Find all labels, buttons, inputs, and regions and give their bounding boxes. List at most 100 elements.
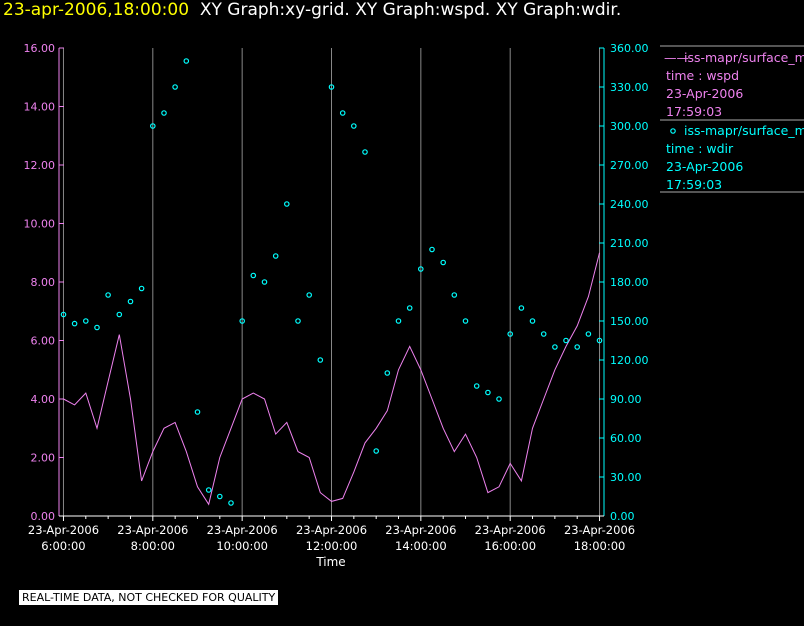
wdir-point xyxy=(540,331,547,337)
wdir-point xyxy=(138,285,145,292)
y-left-tick-label: 14.00 xyxy=(24,101,56,114)
y-right-tick-label: 330.00 xyxy=(610,81,649,94)
wspd-series xyxy=(63,252,600,506)
wdir-point xyxy=(417,266,424,272)
wdir-point xyxy=(94,324,100,331)
y-right-tick-label: 150.00 xyxy=(610,315,649,328)
x-tick-label-date: 23-Apr-2006 xyxy=(564,523,635,537)
wdir-point xyxy=(261,279,268,285)
wdir-point xyxy=(317,357,324,363)
wdir-point xyxy=(183,58,190,64)
wdir-point xyxy=(83,318,89,324)
wdir-point xyxy=(71,320,78,327)
wdir-point xyxy=(462,318,469,324)
wdir-point xyxy=(217,493,223,500)
legend-wspd-name: iss-mapr/surface_m xyxy=(684,50,804,65)
x-tick-label-date: 23-Apr-2006 xyxy=(207,523,278,537)
y-left-tick-label: 16.00 xyxy=(24,42,56,55)
title-graph-list: XY Graph:xy-grid. XY Graph:wspd. XY Grap… xyxy=(199,0,622,20)
wdir-point xyxy=(518,305,525,311)
legend-wdir-marker xyxy=(670,128,676,134)
wdir-point xyxy=(306,292,313,298)
wspd-line xyxy=(63,252,600,506)
wdir-point xyxy=(250,272,257,279)
y-right-tick-label: 240.00 xyxy=(610,198,649,211)
wdir-point xyxy=(585,331,592,337)
wdir-point xyxy=(283,201,290,207)
y-left-tick-label: 6.00 xyxy=(31,335,56,348)
y-right-tick-label: 270.00 xyxy=(610,159,649,172)
x-tick-label-date: 23-Apr-2006 xyxy=(296,523,367,537)
wdir-point xyxy=(350,123,357,129)
x-tick-label-time: 14:00:00 xyxy=(395,539,447,553)
wdir-point xyxy=(172,84,178,90)
y-right-tick-label: 210.00 xyxy=(610,237,649,250)
wdir-point xyxy=(272,253,279,259)
wdir-point xyxy=(194,409,201,415)
wdir-point xyxy=(161,110,167,116)
x-tick-label-date: 23-Apr-2006 xyxy=(28,523,99,537)
legend-wdir-time: 17:59:03 xyxy=(666,177,722,192)
y-right-tick-label: 360.00 xyxy=(610,42,649,55)
wdir-point xyxy=(205,487,212,493)
wdir-point xyxy=(339,110,346,116)
legend-wspd-date: 23-Apr-2006 xyxy=(666,86,743,101)
legend-wdir-var: time : wdir xyxy=(666,141,734,156)
quality-notice: REAL-TIME DATA, NOT CHECKED FOR QUALITY xyxy=(19,590,279,605)
y-right-tick-label: 300.00 xyxy=(610,120,649,133)
y-right-tick-label: 90.00 xyxy=(610,393,642,406)
x-tick-label-date: 23-Apr-2006 xyxy=(385,523,456,537)
wdir-point xyxy=(295,318,301,324)
wdir-point xyxy=(529,318,536,324)
wdir-point xyxy=(552,344,558,350)
y-right-tick-label: 30.00 xyxy=(610,471,642,484)
x-tick-label-time: 8:00:00 xyxy=(131,539,175,553)
wdir-point xyxy=(451,292,458,298)
legend-wspd-time: 17:59:03 xyxy=(666,104,722,119)
wdir-point xyxy=(373,448,380,454)
x-axis-title: Time xyxy=(315,555,345,569)
wdir-series xyxy=(60,58,603,506)
x-tick-label-time: 16:00:00 xyxy=(484,539,536,553)
wdir-point xyxy=(507,331,514,337)
wdir-point xyxy=(362,149,368,155)
x-tick-label-time: 18:00:00 xyxy=(574,539,626,553)
legend-wdir-date: 23-Apr-2006 xyxy=(666,159,743,174)
y-left-tick-label: 10.00 xyxy=(24,218,56,231)
y-left-tick-label: 0.00 xyxy=(31,510,56,523)
x-tick-label-date: 23-Apr-2006 xyxy=(475,523,546,537)
y-left-tick-label: 2.00 xyxy=(31,452,56,465)
x-tick-label-time: 10:00:00 xyxy=(216,539,268,553)
y-left-tick-label: 4.00 xyxy=(31,393,56,406)
wdir-point xyxy=(105,292,111,298)
wdir-point xyxy=(116,311,123,318)
y-left-tick-label: 12.00 xyxy=(24,159,56,172)
wdir-point xyxy=(384,370,391,376)
chart-title: 23-apr-2006,18:00:00 XY Graph:xy-grid. X… xyxy=(3,0,621,20)
y-right-tick-label: 0.00 xyxy=(610,510,635,523)
axes: 0.00 2.00 4.00 6.00 8.00 10.00 12.00 14.00 16.00… xyxy=(24,42,649,553)
wdir-point xyxy=(496,396,502,402)
wdir-point xyxy=(150,123,156,129)
wdir-point xyxy=(485,389,491,396)
wdir-point xyxy=(406,305,413,311)
wdir-point xyxy=(574,344,581,350)
legend-wspd-marker: —— xyxy=(664,50,689,65)
x-tick-label-date: 23-Apr-2006 xyxy=(117,523,188,537)
wdir-point xyxy=(440,259,447,266)
x-tick-label-time: 12:00:00 xyxy=(306,539,358,553)
legend-wspd-var: time : wspd xyxy=(666,68,739,83)
wdir-point xyxy=(395,318,402,324)
wdir-point xyxy=(596,337,603,344)
x-tick-label-time: 6:00:00 xyxy=(41,539,85,553)
wdir-point xyxy=(60,311,67,318)
y-left-tick-label: 8.00 xyxy=(31,276,56,289)
wdir-point xyxy=(228,500,234,506)
wdir-point xyxy=(473,383,480,389)
wdir-point xyxy=(328,84,335,90)
legend-wdir-name: iss-mapr/surface_m xyxy=(684,123,804,138)
y-right-tick-label: 180.00 xyxy=(610,276,649,289)
wdir-point xyxy=(563,337,569,344)
